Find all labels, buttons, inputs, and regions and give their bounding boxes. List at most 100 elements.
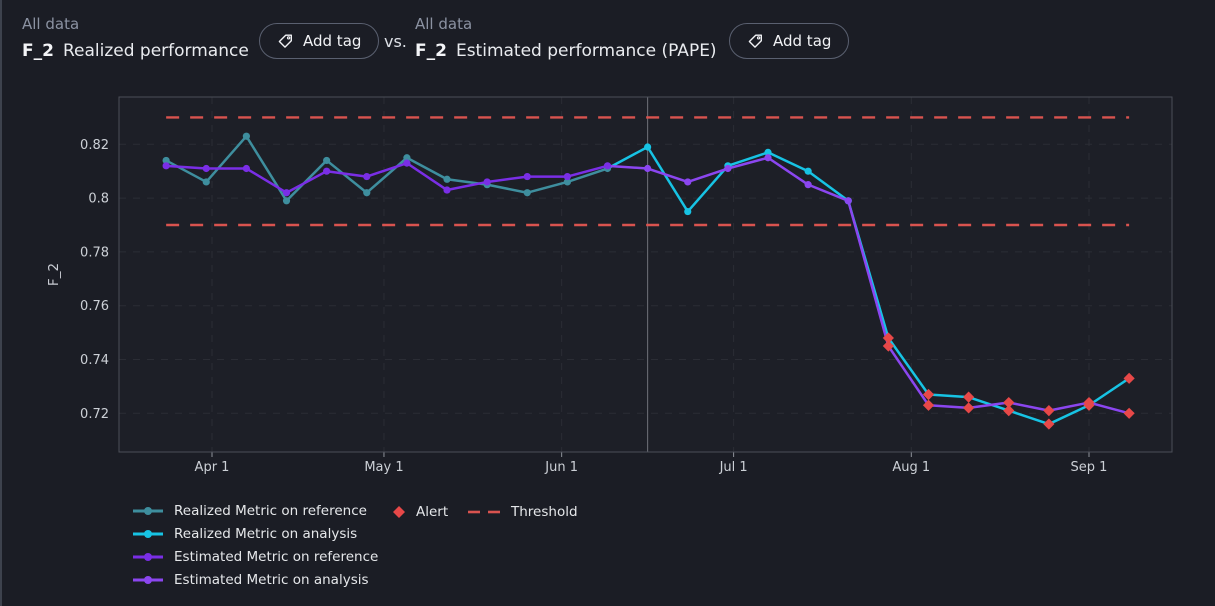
metric-name: F_2 bbox=[415, 41, 447, 61]
y-tick-label: 0.74 bbox=[80, 353, 109, 368]
alert-marker[interactable] bbox=[882, 340, 894, 352]
data-point-marker[interactable] bbox=[162, 156, 170, 165]
add-tag-button-right[interactable]: Add tag bbox=[729, 23, 850, 59]
legend-label: Realized Metric on analysis bbox=[174, 525, 358, 542]
data-point-marker[interactable] bbox=[202, 164, 210, 173]
x-tick-label: May 1 bbox=[364, 460, 403, 475]
tag-icon bbox=[748, 34, 762, 48]
y-tick-label: 0.76 bbox=[80, 299, 109, 314]
data-point-marker[interactable] bbox=[644, 164, 652, 173]
metric-name: F_2 bbox=[22, 41, 54, 61]
data-point-marker[interactable] bbox=[483, 178, 491, 186]
data-point-marker[interactable] bbox=[242, 164, 250, 173]
x-tick-label: Sep 1 bbox=[1071, 460, 1108, 475]
legend-label: Alert bbox=[416, 503, 449, 520]
legend-item-estimated-metric-on-analysis[interactable]: Estimated Metric on analysis bbox=[132, 571, 369, 588]
series-line bbox=[165, 134, 608, 203]
legend-label: Estimated Metric on analysis bbox=[174, 571, 369, 588]
alert-marker[interactable] bbox=[963, 391, 975, 403]
legend-item-threshold[interactable]: Threshold bbox=[467, 503, 578, 520]
data-point-marker[interactable] bbox=[282, 189, 291, 197]
legend-label: Realized Metric on reference bbox=[174, 502, 367, 519]
data-point-marker[interactable] bbox=[403, 154, 411, 162]
data-point-marker[interactable] bbox=[684, 207, 692, 216]
data-point-marker[interactable] bbox=[764, 148, 772, 156]
data-point-marker[interactable] bbox=[804, 167, 812, 175]
x-tick-label: Jul 1 bbox=[719, 460, 748, 475]
header-left: All data F_2 Realized performance bbox=[22, 14, 249, 62]
data-point-marker[interactable] bbox=[202, 178, 210, 186]
alert-marker[interactable] bbox=[963, 402, 975, 414]
add-tag-label: Add tag bbox=[303, 32, 362, 50]
y-tick-label: 0.82 bbox=[80, 138, 109, 153]
alert-marker[interactable] bbox=[1123, 407, 1135, 419]
x-tick-label: Aug 1 bbox=[892, 460, 930, 475]
legend-alert-swatch bbox=[393, 505, 405, 518]
data-point-marker[interactable] bbox=[323, 156, 331, 165]
legend-label: Estimated Metric on reference bbox=[174, 548, 379, 565]
data-point-marker[interactable] bbox=[844, 197, 852, 205]
data-point-marker[interactable] bbox=[523, 189, 531, 197]
plot-frame bbox=[118, 96, 1173, 453]
series-line bbox=[607, 156, 1130, 415]
data-point-marker[interactable] bbox=[684, 178, 692, 186]
data-point-marker[interactable] bbox=[603, 162, 612, 170]
x-tick-label: Apr 1 bbox=[195, 460, 230, 475]
legend-item-realized-metric-on-reference[interactable]: Realized Metric on reference bbox=[132, 502, 367, 519]
data-point-marker[interactable] bbox=[563, 172, 571, 181]
y-tick-label: 0.72 bbox=[80, 407, 109, 422]
data-point-marker[interactable] bbox=[282, 197, 291, 205]
alert-marker[interactable] bbox=[922, 399, 935, 411]
metric-kind: Estimated performance (PAPE) bbox=[455, 41, 717, 61]
data-point-marker[interactable] bbox=[724, 164, 732, 173]
alert-marker[interactable] bbox=[1043, 418, 1055, 430]
legend-threshold-swatch bbox=[468, 510, 500, 513]
y-tick-label: 0.78 bbox=[80, 245, 109, 260]
data-point-marker[interactable] bbox=[162, 162, 170, 170]
legend-item-alert[interactable]: Alert bbox=[392, 503, 448, 520]
data-point-marker[interactable] bbox=[804, 181, 812, 189]
chart-title-left: F_2 Realized performance bbox=[22, 40, 249, 62]
alert-marker[interactable] bbox=[922, 388, 935, 401]
add-tag-button-left[interactable]: Add tag bbox=[259, 23, 380, 59]
alert-marker[interactable] bbox=[882, 332, 894, 344]
legend-item-realized-metric-on-analysis[interactable]: Realized Metric on analysis bbox=[132, 525, 357, 542]
data-point-marker[interactable] bbox=[403, 159, 411, 167]
data-point-marker[interactable] bbox=[443, 175, 451, 183]
plot-area[interactable] bbox=[119, 97, 1172, 452]
alert-marker[interactable] bbox=[1083, 396, 1095, 409]
legend-item-estimated-metric-on-reference[interactable]: Estimated Metric on reference bbox=[132, 548, 378, 565]
y-axis-title: F_2 bbox=[46, 263, 62, 286]
legend-line-swatch bbox=[133, 506, 163, 515]
data-point-marker[interactable] bbox=[644, 143, 652, 151]
data-point-marker[interactable] bbox=[363, 189, 371, 197]
data-point-marker[interactable] bbox=[323, 167, 331, 175]
chart-legend: Realized Metric on reference Realized Met… bbox=[132, 502, 732, 598]
data-point-marker[interactable] bbox=[523, 172, 531, 181]
dataset-scope-label: All data bbox=[415, 15, 473, 33]
tag-icon bbox=[278, 34, 292, 48]
alert-marker[interactable] bbox=[1123, 372, 1135, 384]
series-line bbox=[166, 161, 608, 194]
legend-line-swatch bbox=[133, 529, 163, 538]
dataset-scope-label: All data bbox=[22, 15, 80, 33]
data-point-marker[interactable] bbox=[443, 186, 451, 194]
legend-label: Threshold bbox=[511, 503, 578, 520]
x-tick-label: Jun 1 bbox=[544, 460, 578, 475]
alert-marker[interactable] bbox=[1043, 405, 1055, 417]
alert-marker[interactable] bbox=[1003, 405, 1015, 417]
data-point-marker[interactable] bbox=[764, 154, 772, 162]
y-tick-label: 0.8 bbox=[88, 192, 109, 207]
data-point-marker[interactable] bbox=[242, 132, 250, 140]
add-tag-label: Add tag bbox=[773, 32, 832, 50]
chart-title-right: F_2 Estimated performance (PAPE) bbox=[415, 40, 717, 62]
vs-label: vs. bbox=[384, 32, 407, 51]
legend-line-swatch bbox=[133, 552, 163, 561]
legend-line-swatch bbox=[133, 575, 163, 584]
data-point-marker[interactable] bbox=[363, 172, 371, 181]
metric-kind: Realized performance bbox=[62, 41, 249, 61]
data-point-marker[interactable] bbox=[563, 178, 571, 186]
alert-marker[interactable] bbox=[1003, 396, 1015, 409]
